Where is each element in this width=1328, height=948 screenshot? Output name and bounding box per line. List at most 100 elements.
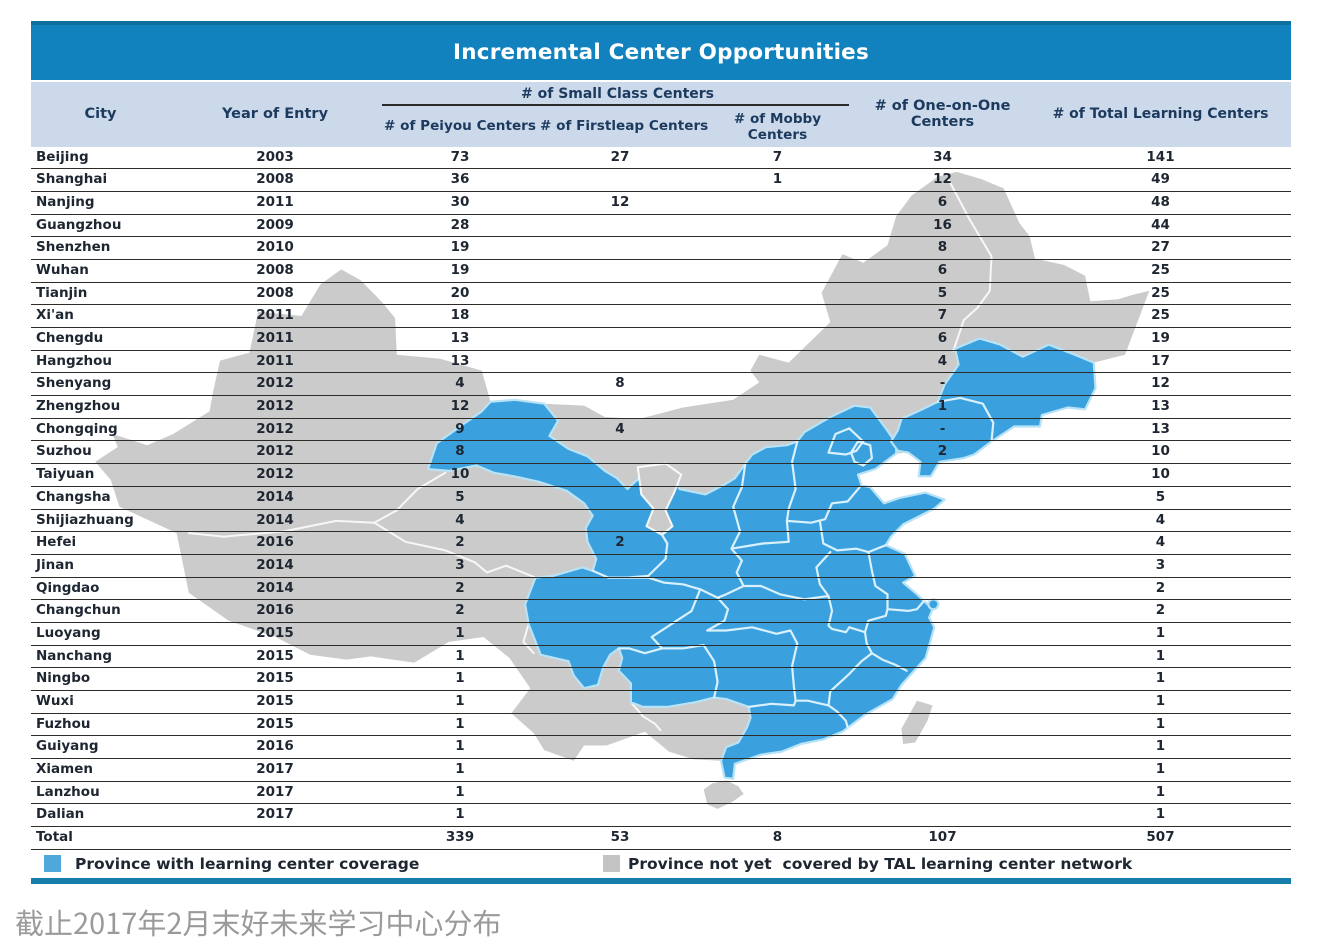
row-firstleap [540,510,700,532]
row-peiyou: 19 [450,239,470,256]
row-one-on-one: 1 [937,398,948,415]
total-firstleap: 53 [610,829,630,846]
row-city: Nanjing [36,193,95,210]
row-city: Ningbo [36,670,91,687]
row-city: Tianjin [36,284,88,301]
caption-glyphs-group [16,909,500,937]
row-city: Wuhan [36,261,89,278]
row-peiyou: 1 [455,715,465,732]
row-year: 2014 [256,488,294,505]
row-firstleap [540,441,700,463]
row-total: 1 [1155,624,1166,641]
row-city: Wuxi [36,693,74,709]
row-total: 19 [1151,330,1170,346]
row-total: 3 [1155,556,1166,573]
row-peiyou: 1 [455,693,465,709]
table-row: Changsha 2014 5 5 [31,487,1291,510]
row-one-on-one [855,782,1030,804]
row-peiyou: 2 [455,602,465,619]
row-mobby: 7 [772,148,783,165]
row-year: 2012 [256,420,294,437]
row-city: Zhengzhou [36,398,121,415]
row-year: 2015 [256,647,294,664]
row-firstleap [540,804,700,826]
row-one-on-one [855,623,1030,645]
legend-label-uncovered: Province not yet covered by TAL learning… [628,854,1133,873]
total-year [170,827,380,849]
table-row: Ningbo 2015 1 1 [31,668,1291,691]
row-peiyou: 13 [450,352,470,369]
row-peiyou: 9 [455,420,465,437]
row-firstleap [540,600,700,622]
col-header-one-on-one: # of One-on-One Centers [874,97,1011,131]
row-firstleap [540,169,700,191]
row-city: Qingdao [36,579,100,596]
row-peiyou: 1 [455,647,465,664]
caption-cjk-svg [16,909,500,937]
table-row: Chengdu 2011 13 6 19 [31,328,1291,351]
row-firstleap [540,305,700,327]
row-peiyou: 19 [450,261,470,278]
row-city: Chongqing [36,420,118,437]
row-firstleap: 2 [615,534,625,551]
row-firstleap: 12 [610,193,630,210]
row-city: Luoyang [36,624,101,641]
map-province-borders-covered [591,396,995,729]
row-city: Xiamen [36,761,93,778]
row-mobby [700,396,855,418]
table-row: Suzhou 2012 8 2 10 [31,441,1291,465]
row-mobby [700,646,855,668]
table-row: Dalian 2017 1 1 [31,804,1291,828]
row-one-on-one: 6 [937,193,948,210]
total-mobby: 8 [772,829,783,846]
row-peiyou: 1 [455,738,465,755]
row-one-on-one [855,464,1030,486]
row-year: 2017 [256,783,294,800]
row-city: Taiyuan [36,466,95,483]
table-header: City Year of Entry # of Small Class Cent… [31,82,1291,147]
row-one-on-one: 6 [937,330,948,346]
row-city: Beijing [36,148,89,165]
row-one-on-one [855,736,1030,758]
row-city: Lanzhou [36,783,100,800]
table-row: Changchun 2016 2 2 [31,600,1291,623]
row-year: 2014 [256,511,294,528]
row-mobby [700,351,855,373]
row-mobby [700,215,855,237]
row-city: Shijiazhuang [36,511,134,528]
row-total: 1 [1155,761,1166,778]
row-one-on-one [855,714,1030,736]
row-total: 49 [1151,171,1170,188]
legend-label-covered: Province with learning center coverage [75,854,420,873]
row-year: 2014 [256,556,294,573]
row-city: Xi'an [36,307,74,324]
table-row: Xiamen 2017 1 1 [31,759,1291,782]
row-one-on-one [855,804,1030,826]
row-mobby [700,691,855,713]
col-header-city: City [84,105,117,122]
row-peiyou: 1 [455,670,465,687]
table-row: Xi'an 2011 18 7 25 [31,305,1291,328]
row-one-on-one [855,578,1030,600]
row-total: 1 [1155,783,1166,800]
row-total: 10 [1151,466,1170,483]
row-total: 25 [1151,284,1170,301]
row-year: 2015 [256,693,294,709]
row-city: Guiyang [36,738,99,755]
col-header-small-class-group: # of Small Class Centers [521,86,714,102]
table-row: Qingdao 2014 2 2 [31,578,1291,601]
table-row: Wuxi 2015 1 1 [31,691,1291,714]
total-city: Total [36,829,73,846]
map-island-hainan [703,780,744,809]
row-mobby [700,578,855,600]
row-city: Hangzhou [36,352,113,369]
row-mobby: 1 [772,171,783,188]
row-firstleap [540,782,700,804]
row-one-on-one: 7 [937,307,948,324]
legend-swatch-covered [44,854,61,872]
row-year: 2015 [256,624,294,641]
row-total: 27 [1151,239,1170,256]
row-peiyou: 1 [455,783,465,800]
row-year: 2015 [256,670,294,687]
